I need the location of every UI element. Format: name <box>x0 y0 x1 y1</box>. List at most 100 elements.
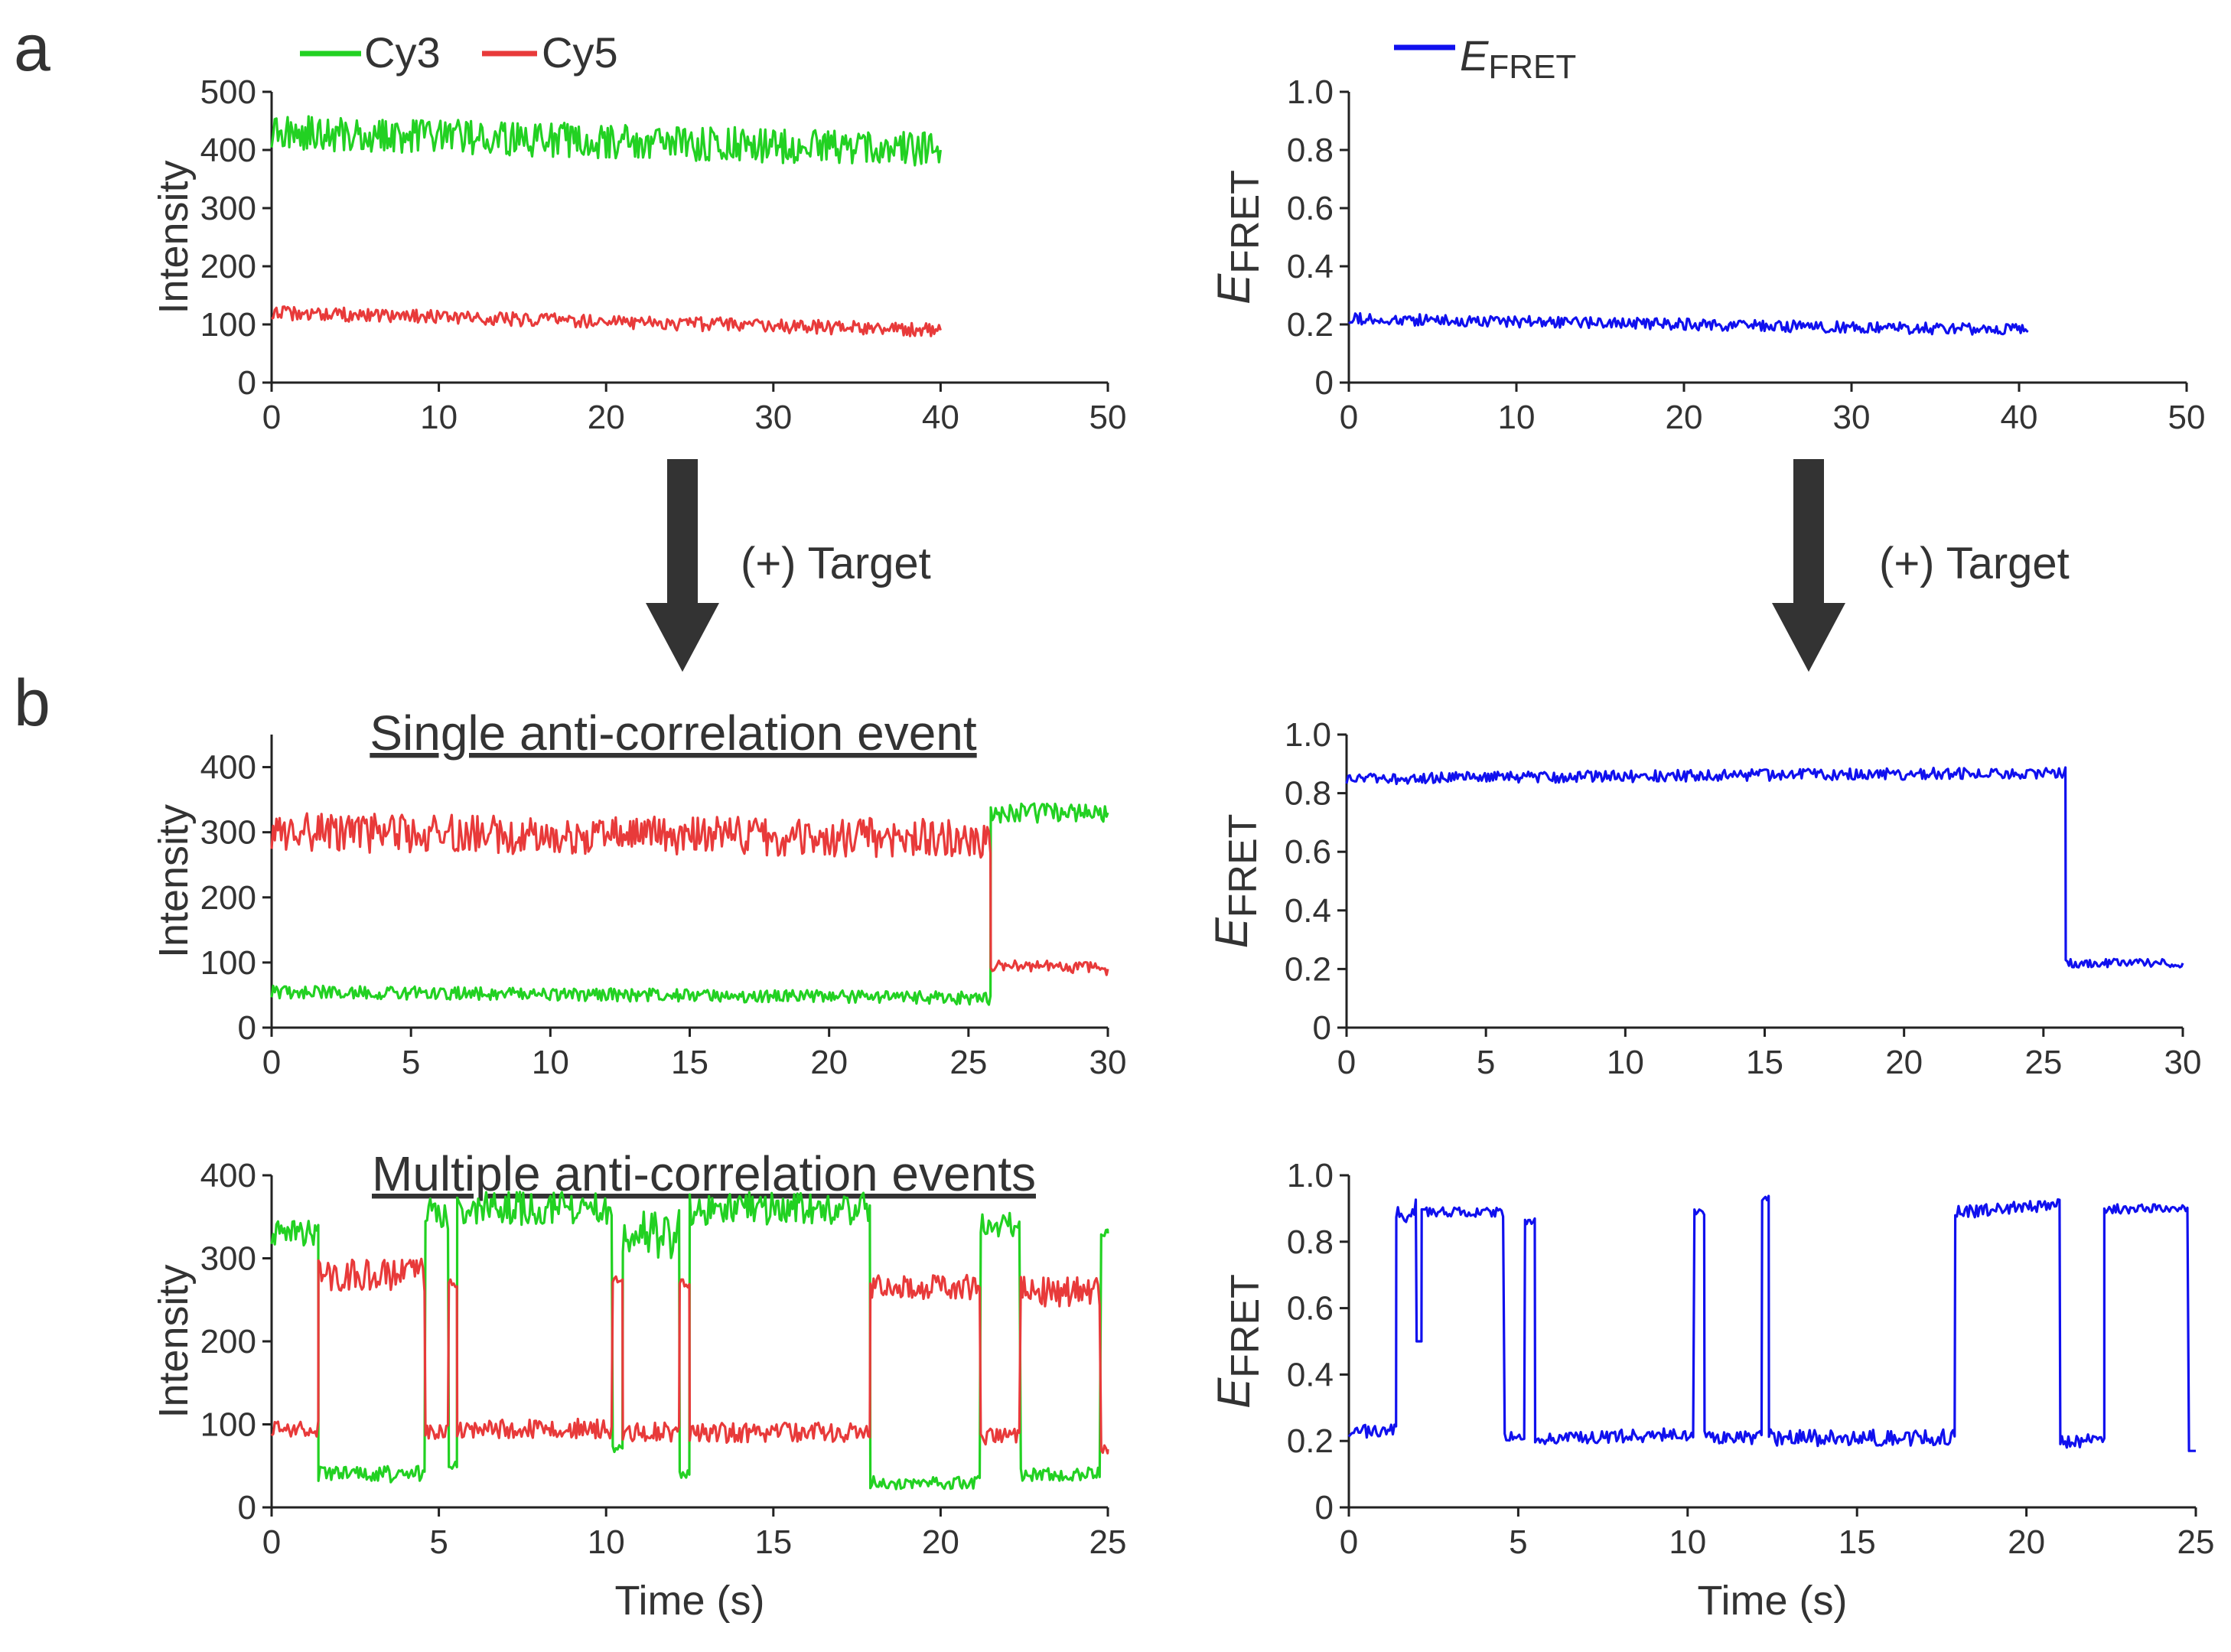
y-axis-title: Intensity <box>151 160 197 314</box>
y-tick-label: 100 <box>200 944 256 982</box>
y-tick-label: 200 <box>200 248 256 285</box>
x-tick-label: 20 <box>2008 1523 2045 1561</box>
x-tick-label: 0 <box>1340 399 1358 436</box>
x-tick-label: 0 <box>1337 1044 1356 1081</box>
panel-label-b: b <box>14 666 50 740</box>
y-tick-label: 300 <box>200 1240 256 1278</box>
y-tick-label: 0.6 <box>1285 833 1331 871</box>
x-tick-label: 50 <box>2168 399 2206 436</box>
y-tick-label: 0 <box>238 1009 256 1047</box>
x-tick-label: 5 <box>429 1523 448 1561</box>
y-tick-label: 0.6 <box>1287 1290 1334 1328</box>
panel-label-a: a <box>14 11 50 85</box>
arrow-right-shaft <box>1793 459 1824 604</box>
x-tick-label: 25 <box>2177 1523 2215 1561</box>
legend-cy5-label: Cy5 <box>542 28 618 77</box>
chart-b-single-efret: 0 5 10 15 20 25 30 0 0.2 0.4 0.6 0.8 1.0 EFRET <box>1206 716 2201 1081</box>
y-tick-label: 0.2 <box>1287 306 1334 344</box>
x-tick-label: 20 <box>588 399 625 436</box>
x-tick-label: 10 <box>1607 1044 1644 1081</box>
x-axis-title: Time (s) <box>615 1578 765 1624</box>
arrow-right-head <box>1772 603 1845 672</box>
title-single-event: Single anti-correlation event <box>370 705 977 761</box>
arrow-left-shaft <box>667 459 698 604</box>
y-tick-label: 0.4 <box>1285 892 1331 930</box>
x-tick-label: 40 <box>2001 399 2038 436</box>
legend-efret: EFRET <box>1394 31 1576 86</box>
y-tick-label: 200 <box>200 1323 256 1360</box>
y-tick-label: 1.0 <box>1287 1157 1334 1194</box>
y-tick-label: 0.8 <box>1287 1224 1334 1261</box>
y-tick-label: 400 <box>200 749 256 787</box>
x-axis-title: Time (s) <box>1698 1578 1848 1624</box>
y-tick-label: 0 <box>1315 1489 1334 1527</box>
y-tick-label: 0 <box>238 1489 256 1527</box>
x-tick-label: 0 <box>262 1044 281 1081</box>
y-tick-label: 0 <box>1315 364 1334 402</box>
x-tick-label: 20 <box>922 1523 959 1561</box>
y-tick-label: 400 <box>200 1157 256 1194</box>
x-tick-label: 15 <box>671 1044 708 1081</box>
y-tick-label: 1.0 <box>1287 73 1334 111</box>
chart-b-multiple-intensity: 0 5 10 15 20 25 0 100 200 300 400 Intensity Time (s) <box>151 1157 1126 1624</box>
x-tick-label: 20 <box>1885 1044 1923 1081</box>
arrow-left: (+) Target <box>646 459 931 672</box>
y-tick-label: 0.8 <box>1287 132 1334 169</box>
series-line-cy5 <box>270 812 1109 976</box>
x-tick-label: 5 <box>402 1044 420 1081</box>
y-tick-label: 400 <box>200 132 256 169</box>
x-tick-label: 25 <box>2024 1044 2062 1081</box>
y-tick-label: 100 <box>200 1406 256 1444</box>
x-tick-label: 0 <box>262 399 281 436</box>
series-line-cy3 <box>270 802 1109 1006</box>
y-tick-label: 0.4 <box>1287 1356 1334 1393</box>
x-tick-label: 15 <box>754 1523 792 1561</box>
series-line-efret <box>1347 311 2029 336</box>
x-tick-label: 10 <box>1498 399 1536 436</box>
y-axis-title: EFRET <box>1208 1274 1268 1409</box>
y-tick-label: 300 <box>200 814 256 852</box>
y-tick-label: 1.0 <box>1285 716 1331 754</box>
legend-cy3-label: Cy3 <box>364 28 441 77</box>
x-tick-label: 30 <box>1089 1044 1127 1081</box>
y-axis-title: EFRET <box>1208 170 1268 305</box>
x-tick-label: 25 <box>949 1044 987 1081</box>
y-axis-title: Intensity <box>151 804 197 958</box>
y-tick-label: 200 <box>200 879 256 917</box>
title-multiple-events: Multiple anti-correlation events <box>372 1146 1036 1201</box>
x-tick-label: 10 <box>532 1044 569 1081</box>
y-tick-label: 0 <box>1313 1009 1331 1047</box>
x-tick-label: 5 <box>1509 1523 1527 1561</box>
arrow-right-label: (+) Target <box>1879 539 2070 588</box>
arrow-right: (+) Target <box>1772 459 2070 672</box>
x-tick-label: 25 <box>1089 1523 1127 1561</box>
x-tick-label: 5 <box>1477 1044 1495 1081</box>
x-tick-label: 20 <box>1666 399 1703 436</box>
x-tick-label: 10 <box>420 399 458 436</box>
chart-a-efret: 0 10 20 30 40 50 0 0.2 0.4 0.6 0.8 1.0 EFRET <box>1208 73 2205 436</box>
y-tick-label: 0.4 <box>1287 248 1334 285</box>
y-tick-label: 500 <box>200 73 256 111</box>
x-tick-label: 20 <box>810 1044 848 1081</box>
x-tick-label: 10 <box>1669 1523 1706 1561</box>
series-line-cy5 <box>271 305 942 337</box>
legend-intensity: Cy3 Cy5 <box>300 28 618 77</box>
series-line-efret <box>1345 766 2184 969</box>
arrow-left-label: (+) Target <box>741 539 931 588</box>
x-tick-label: 0 <box>1340 1523 1358 1561</box>
series-line-efret <box>1347 1194 2197 1452</box>
series-line-cy5 <box>270 1257 1109 1455</box>
x-tick-label: 15 <box>1746 1044 1783 1081</box>
x-tick-label: 40 <box>922 399 959 436</box>
x-tick-label: 15 <box>1839 1523 1876 1561</box>
x-tick-label: 30 <box>2164 1044 2202 1081</box>
y-tick-label: 0.6 <box>1287 190 1334 227</box>
arrow-left-head <box>646 603 719 672</box>
x-tick-label: 10 <box>588 1523 625 1561</box>
y-tick-label: 0.8 <box>1285 775 1331 813</box>
y-tick-label: 0.2 <box>1285 950 1331 988</box>
y-tick-label: 300 <box>200 190 256 227</box>
chart-b-multiple-efret: 0 5 10 15 20 25 0 0.2 0.4 0.6 0.8 1.0 EFRET Time (s) <box>1208 1157 2214 1624</box>
